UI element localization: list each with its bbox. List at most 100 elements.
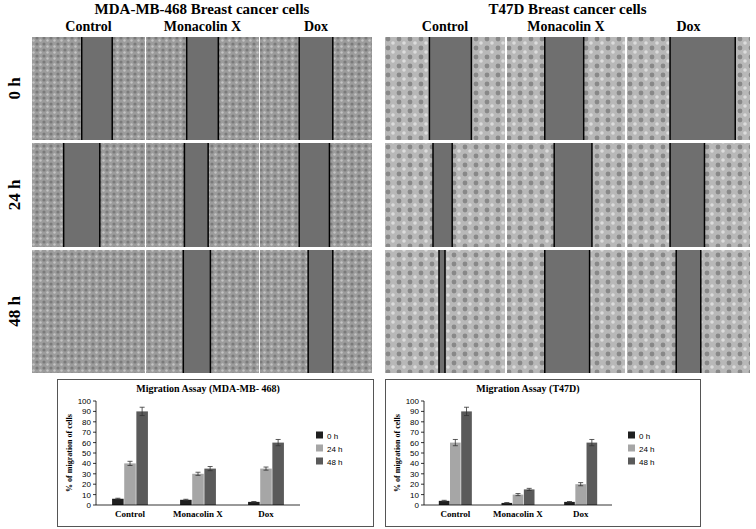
y-tick	[93, 401, 96, 402]
chart: Migration Assay (T47D) % of migration of …	[386, 380, 701, 527]
x-tick-label: Dox	[573, 509, 589, 519]
gap-edge	[553, 143, 555, 247]
legend-label: 0 h	[639, 432, 650, 441]
scratch-gap	[429, 37, 471, 140]
micrograph	[385, 250, 505, 373]
error-bar	[578, 483, 583, 486]
micrograph	[507, 143, 625, 247]
chart-title: Migration Assay (T47D)	[476, 383, 579, 395]
y-tick-label: 80	[410, 418, 419, 427]
scratch-gap	[433, 143, 452, 247]
y-tick-label: 0	[87, 501, 92, 510]
x-axis	[96, 505, 300, 506]
chart-frame	[386, 380, 701, 527]
y-tick-label: 60	[82, 439, 91, 448]
x-tick-label: Monacolin X	[493, 509, 543, 519]
scratch-gap	[299, 143, 329, 247]
gap-edge	[704, 143, 706, 247]
group-title: T47D Breast cancer cells	[488, 1, 646, 17]
bar	[204, 469, 216, 505]
micrograph	[627, 250, 750, 373]
y-tick-label: 90	[82, 407, 91, 416]
bar	[192, 474, 204, 505]
error-bar	[115, 498, 120, 499]
legend-label: 48 h	[639, 458, 655, 467]
bar	[272, 443, 284, 505]
x-tick-label: Monacolin X	[173, 509, 223, 519]
y-tick-label: 70	[82, 428, 91, 437]
row-label: 0 h	[5, 77, 24, 100]
y-axis-label: % of migration of cells	[393, 414, 402, 492]
legend-swatch	[316, 445, 323, 452]
gap-edge	[669, 143, 671, 247]
error-bar	[516, 494, 521, 496]
scratch-gap	[184, 143, 208, 247]
legend-swatch	[316, 458, 323, 465]
x-tick-label: Dox	[258, 509, 274, 519]
chart: Migration Assay (MDA-MB- 468)% of migrat…	[58, 380, 374, 527]
y-tick-label: 40	[410, 459, 419, 468]
scratch-gap	[676, 250, 701, 373]
bar	[524, 489, 535, 505]
column-label: Monacolin X	[164, 19, 241, 34]
gap-edge	[307, 250, 309, 373]
gap-edge	[184, 143, 186, 247]
gap-edge	[298, 37, 300, 140]
error-bar	[140, 407, 145, 415]
y-tick-label: 0	[415, 501, 420, 510]
micrograph	[507, 37, 625, 140]
y-tick	[421, 473, 424, 474]
scratch-gap	[670, 37, 735, 140]
micrograph	[260, 143, 372, 247]
y-tick	[93, 473, 96, 474]
micrograph	[32, 250, 145, 373]
gap-edge	[444, 250, 446, 373]
y-tick	[421, 401, 424, 402]
micrograph	[260, 37, 372, 140]
gap-edge	[734, 37, 736, 140]
y-tick-label: 90	[410, 407, 419, 416]
legend-swatch	[628, 445, 635, 452]
gap-edge	[329, 143, 331, 247]
scratch-gap	[183, 250, 210, 373]
y-tick-label: 50	[82, 449, 91, 458]
micrograph	[627, 37, 750, 140]
micrograph	[507, 250, 625, 373]
y-tick	[93, 494, 96, 495]
legend-label: 24 h	[639, 445, 655, 454]
bar	[461, 411, 472, 505]
error-bar	[504, 502, 509, 504]
gap-edge	[111, 37, 113, 140]
scratch-gap	[308, 250, 333, 373]
y-tick	[93, 463, 96, 464]
gap-edge	[63, 143, 65, 247]
micrograph	[146, 143, 259, 247]
micrograph	[385, 143, 505, 247]
row-label: 48 h	[5, 296, 24, 327]
y-tick	[421, 463, 424, 464]
gap-edge	[432, 143, 434, 247]
gap-edge	[207, 143, 209, 247]
scratch-gap	[82, 37, 113, 140]
y-tick	[93, 421, 96, 422]
y-tick	[421, 453, 424, 454]
error-bar	[196, 472, 201, 475]
gap-edge	[218, 37, 220, 140]
gap-edge	[669, 37, 671, 140]
scratch-gap	[670, 143, 704, 247]
y-tick	[93, 484, 96, 485]
gap-edge	[332, 37, 334, 140]
y-tick-label: 10	[82, 491, 91, 500]
bar	[575, 484, 586, 505]
error-bar	[251, 501, 256, 503]
gap-edge	[438, 250, 440, 373]
error-bar	[527, 488, 532, 490]
y-tick	[421, 494, 424, 495]
y-tick	[93, 432, 96, 433]
chart-frame	[58, 380, 374, 527]
scratch-gap	[299, 37, 333, 140]
gap-edge	[544, 37, 546, 140]
gap-edge	[99, 143, 101, 247]
error-bar	[276, 439, 281, 445]
bar	[248, 502, 260, 505]
